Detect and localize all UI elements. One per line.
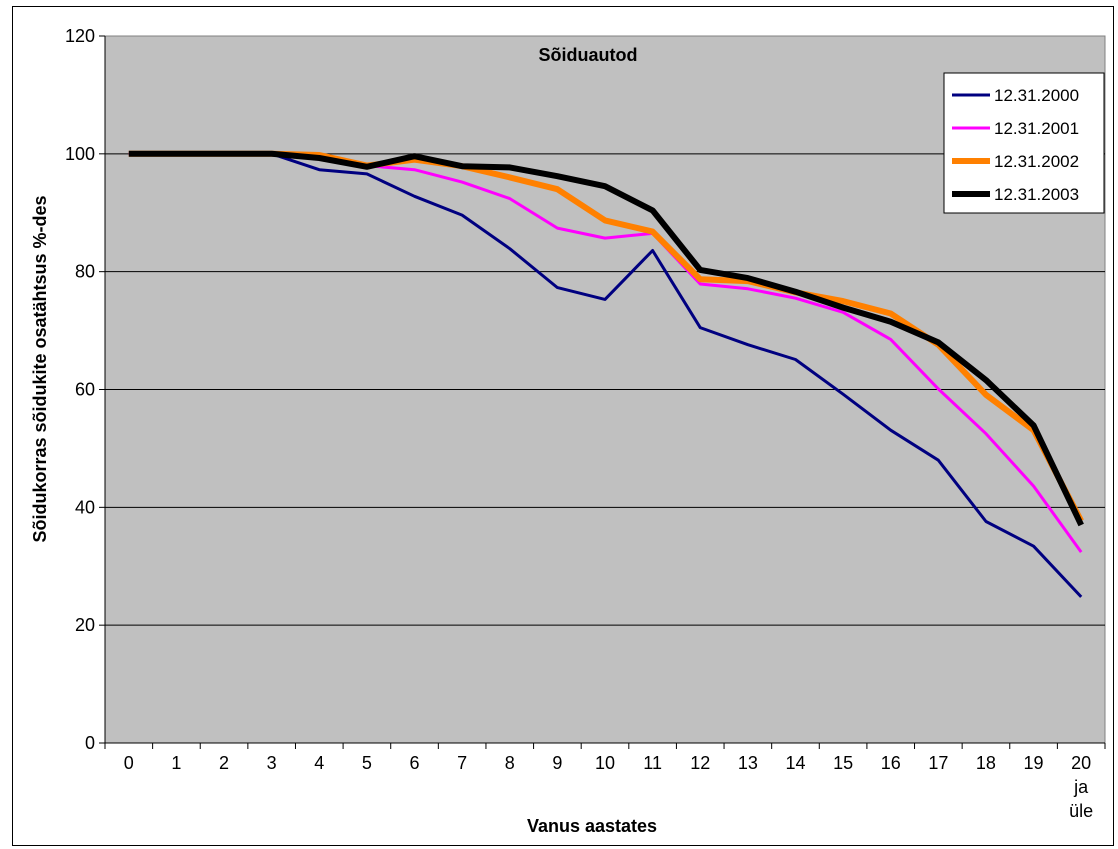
y-tick-label: 100 xyxy=(65,144,95,164)
y-tick-label: 20 xyxy=(75,615,95,635)
x-tick-label: 13 xyxy=(738,753,758,773)
x-tick-label: 17 xyxy=(928,753,948,773)
legend-label: 12.31.2000 xyxy=(994,86,1079,105)
x-tick-label: 14 xyxy=(785,753,805,773)
x-tick-label: 18 xyxy=(976,753,996,773)
y-axis-title: Sõidukorras sõidukite osatähtsus %-des xyxy=(30,195,50,542)
legend: 12.31.2000 12.31.2001 12.31.2002 12.31.2003 xyxy=(943,72,1105,214)
x-tick-label: 7 xyxy=(457,753,467,773)
x-tick-label: 15 xyxy=(833,753,853,773)
chart-frame: 0 20 40 60 80 100 120 0 1 2 3 4 5 6 7 8 9 10 11 12 13 14 15 16 1… xyxy=(12,6,1114,846)
x-tick-label: 12 xyxy=(690,753,710,773)
x-tick-label: 4 xyxy=(314,753,324,773)
legend-label: 12.31.2001 xyxy=(994,119,1079,138)
x-tick-label: 3 xyxy=(267,753,277,773)
x-tick-label: 8 xyxy=(505,753,515,773)
x-tick-label: 1 xyxy=(171,753,181,773)
y-tick-label: 0 xyxy=(85,733,95,753)
y-tick-label: 60 xyxy=(75,380,95,400)
x-tick-label: 6 xyxy=(410,753,420,773)
y-tick-label: 40 xyxy=(75,497,95,517)
x-tick-label: 10 xyxy=(595,753,615,773)
y-tick-label: 120 xyxy=(65,26,95,46)
x-axis-title: Vanus aastates xyxy=(527,816,657,836)
x-tick-label: 9 xyxy=(552,753,562,773)
x-tick-label: 19 xyxy=(1024,753,1044,773)
x-tick-label: 11 xyxy=(643,753,662,773)
chart-title: Sõiduautod xyxy=(539,45,638,65)
series-line-12.31.2003 xyxy=(128,150,1084,527)
x-tick-label: 5 xyxy=(362,753,372,773)
x-tick-label: 16 xyxy=(881,753,901,773)
legend-label: 12.31.2002 xyxy=(994,152,1079,171)
x-tick-label: 2 xyxy=(219,753,229,773)
series-line-12.31.2000 xyxy=(128,152,1083,598)
x-tick-label: 0 xyxy=(124,753,134,773)
y-tick-label: 80 xyxy=(75,262,95,282)
x-tick-label: 20 ja üle xyxy=(1069,753,1093,821)
legend-label: 12.31.2003 xyxy=(994,185,1079,204)
